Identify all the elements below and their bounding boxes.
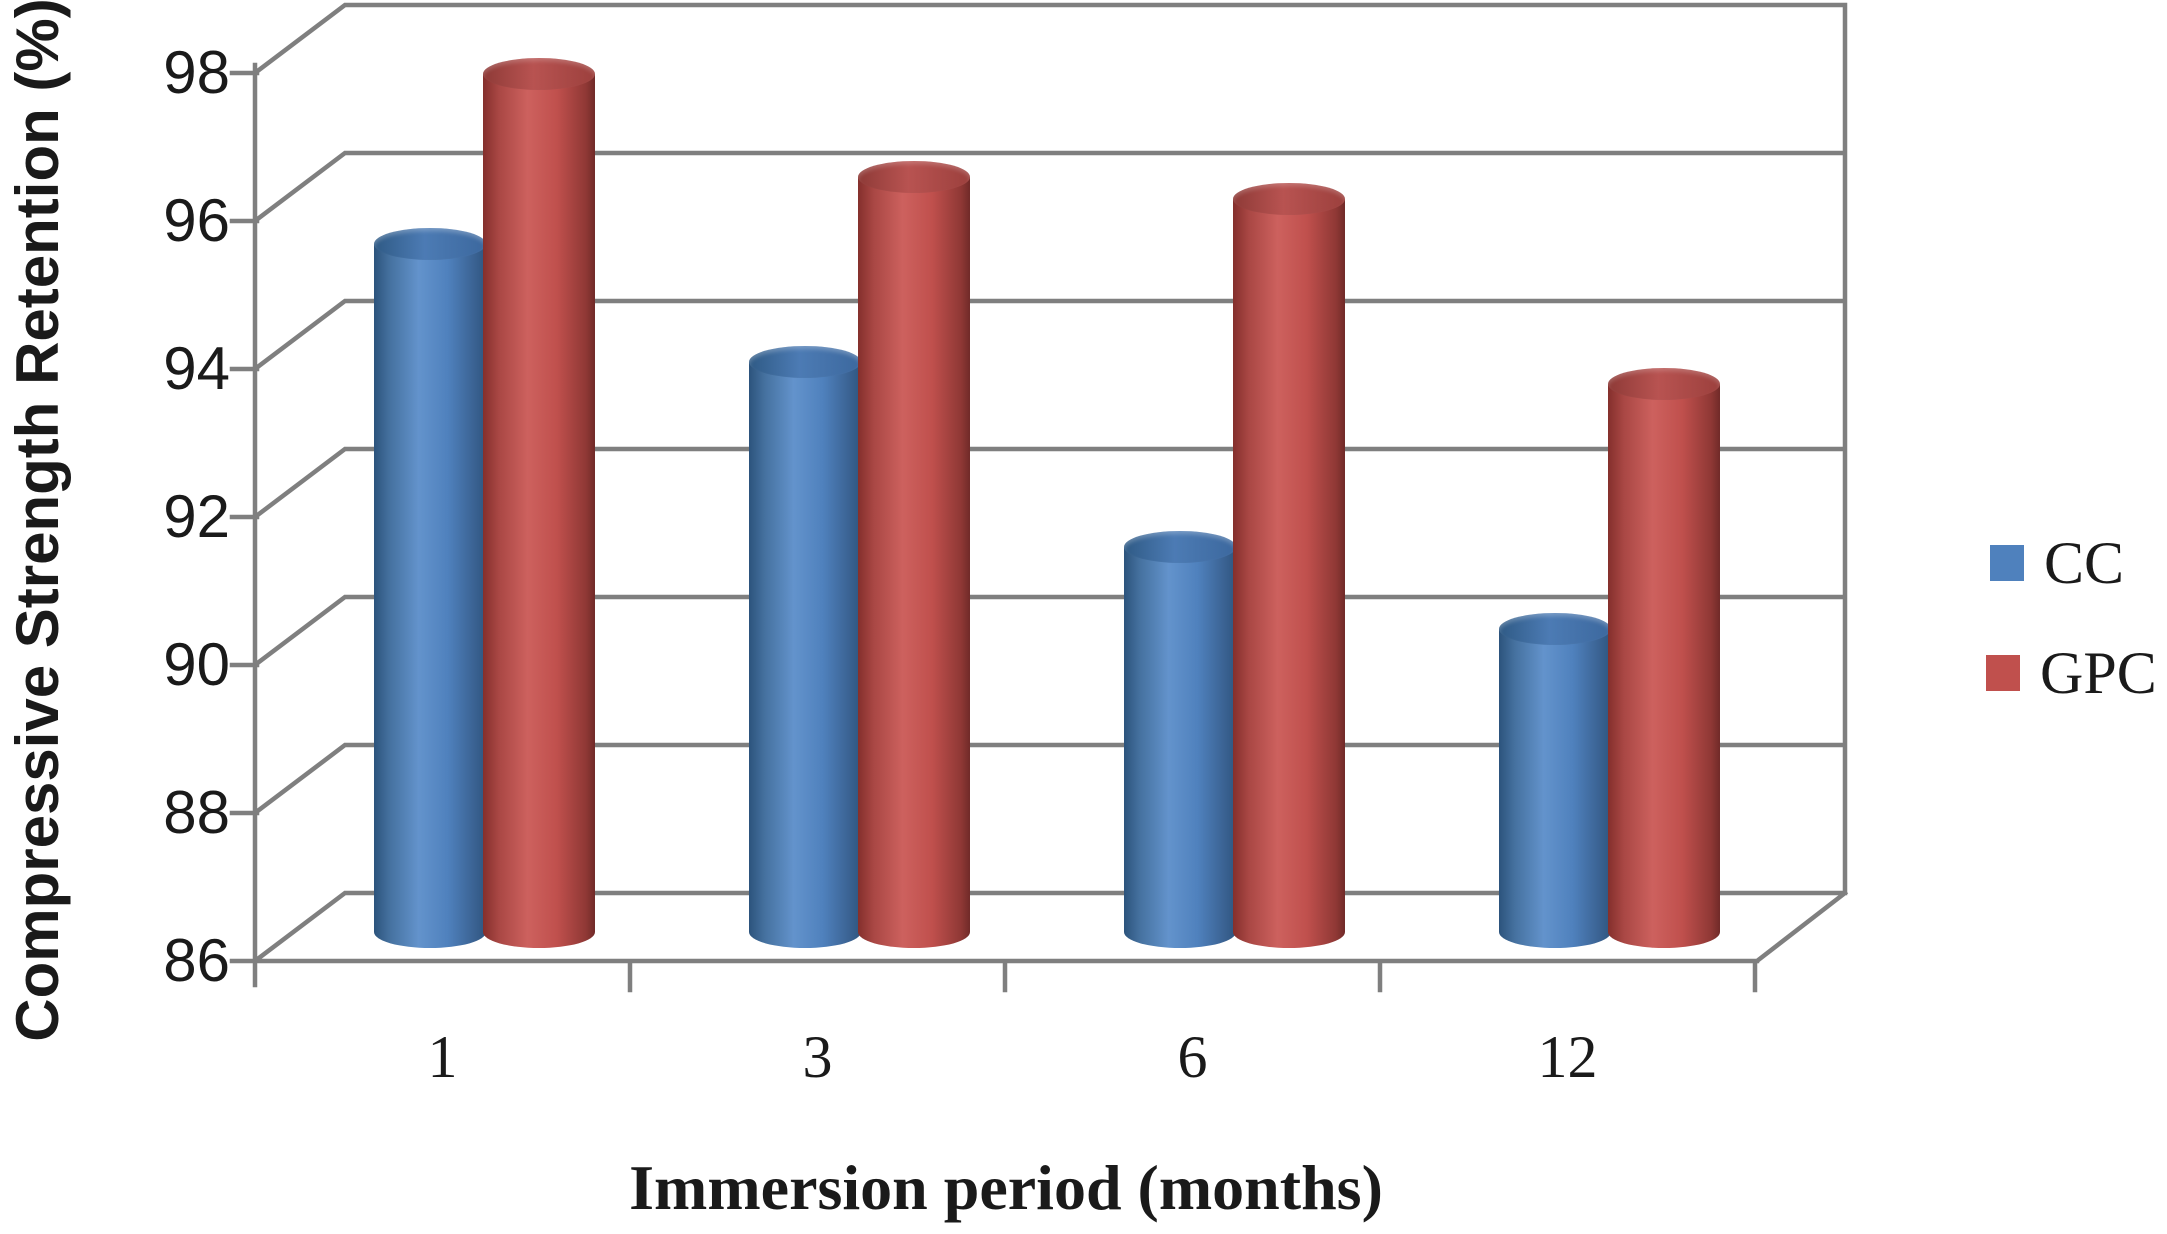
bar-cc-month-12 (1498, 612, 1611, 948)
bar-gpc-month-6 (1232, 183, 1345, 948)
bar-gpc-month-3 (857, 161, 970, 948)
cylinder-body (1123, 547, 1236, 948)
x-tick-label-3: 3 (802, 1024, 833, 1090)
cylinder-body (482, 73, 595, 948)
y-tick-label-88: 88 (163, 779, 230, 846)
bar-gpc-month-1 (482, 57, 595, 948)
x-tick-label-12: 12 (1537, 1024, 1598, 1090)
x-tick-label-1: 1 (427, 1024, 458, 1090)
cylinder-body (1498, 628, 1611, 948)
cylinder-body (857, 177, 970, 948)
y-tick-label-90: 90 (163, 631, 230, 698)
cylinder-top (1498, 612, 1611, 645)
legend-label-gpc: GPC (2040, 640, 2157, 706)
legend-item-gpc: GPC (1986, 638, 2157, 708)
legend-swatch-gpc (1986, 655, 2020, 691)
y-tick-label-86: 86 (163, 927, 230, 994)
cylinder-top (1232, 183, 1345, 216)
legend-item-cc: CC (1990, 528, 2124, 598)
cylinder-top (1607, 368, 1720, 401)
y-tick-label-96: 96 (163, 187, 230, 254)
cylinder-body (748, 362, 861, 948)
bar-cc-month-6 (1123, 531, 1236, 948)
x-axis-title: Immersion period (months) (629, 1152, 1383, 1223)
legend-label-cc: CC (2044, 530, 2125, 596)
bar-cc-month-3 (748, 346, 861, 948)
bar-gpc-month-12 (1607, 368, 1720, 948)
axis-and-gridlines (229, 2, 1849, 993)
cylinder-top (1123, 531, 1236, 564)
x-tick-label-6: 6 (1177, 1024, 1208, 1090)
cylinder-top (482, 57, 595, 90)
cylinder-top (857, 161, 970, 194)
cylinder-body (1232, 199, 1345, 948)
bar-cc-month-1 (373, 227, 486, 948)
cylinder-body (373, 243, 486, 948)
cylinder-body (1607, 384, 1720, 948)
legend-swatch-cc (1990, 545, 2024, 581)
y-tick-label-92: 92 (163, 483, 230, 550)
cylinder-top (373, 227, 486, 260)
y-tick-label-94: 94 (163, 335, 230, 402)
y-axis-title: Compressive Strength Retention (%) (4, 0, 71, 1042)
cylinder-top (748, 346, 861, 379)
y-tick-label-98: 98 (163, 39, 230, 106)
